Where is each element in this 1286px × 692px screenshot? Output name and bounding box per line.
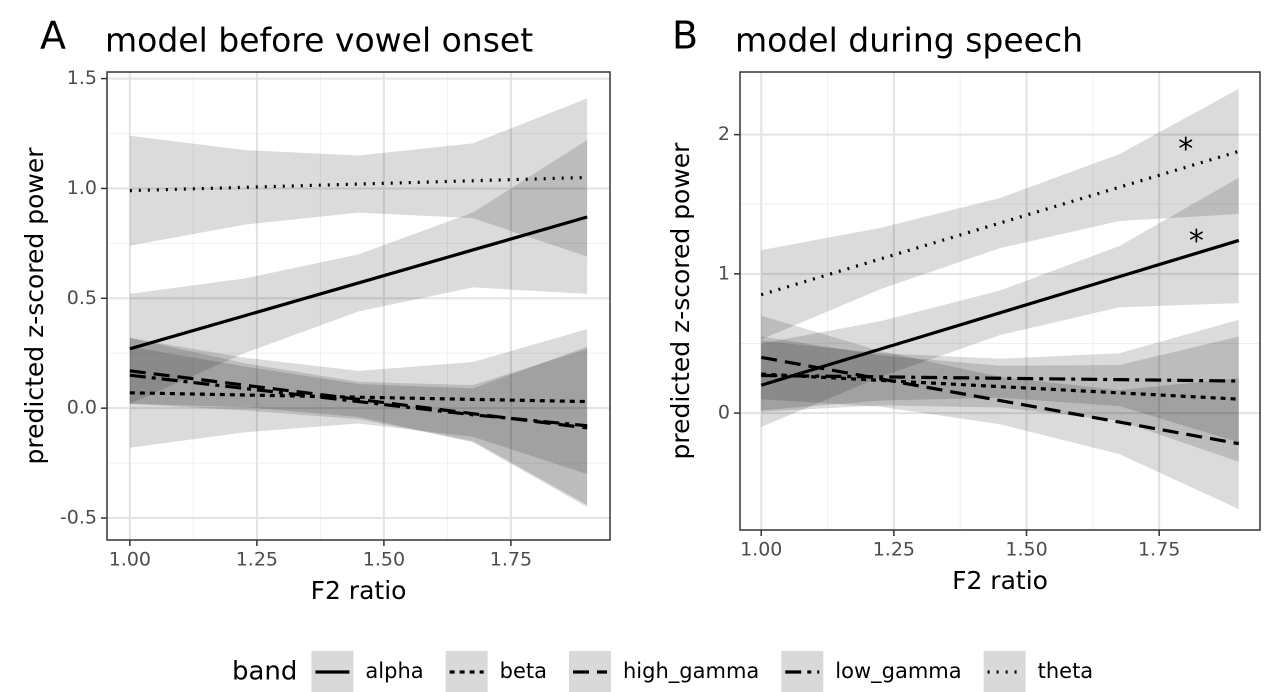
legend-label: high_gamma (623, 659, 759, 684)
legend-label: beta (500, 659, 547, 683)
x-tick-label: 1.25 (236, 549, 278, 571)
confidence-band (129, 98, 588, 257)
confidence-band (761, 319, 1239, 443)
x-tick-label: 1.75 (490, 549, 532, 571)
x-tick-label: 1.75 (1138, 539, 1180, 561)
panel-label: A (40, 14, 66, 58)
legend-key (983, 651, 1026, 692)
y-tick-label: 0 (718, 402, 730, 424)
series-line (760, 355, 1240, 446)
y-tick-label: 0.5 (67, 287, 97, 309)
y-tick-label: -0.5 (60, 507, 97, 529)
series-line (761, 373, 1239, 383)
series-line (760, 238, 1240, 387)
x-tick-label: 1.50 (363, 549, 405, 571)
legend-label: theta (1038, 659, 1094, 683)
x-axis-label: F2 ratio (311, 576, 407, 605)
x-tick-label: 1.00 (740, 539, 782, 561)
chart-title: model during speech (735, 21, 1083, 60)
y-tick-label: 1 (718, 262, 730, 284)
series-line (129, 373, 588, 428)
series-line (129, 215, 588, 351)
series-line (129, 369, 588, 430)
y-axis-label: predicted z-scored power (20, 147, 49, 465)
x-tick-label: 1.50 (1005, 539, 1047, 561)
y-axis-label: predicted z-scored power (666, 142, 695, 460)
annotation: * (1189, 224, 1204, 259)
plot-background (740, 72, 1260, 530)
y-tick-label: 1.0 (67, 177, 97, 199)
confidence-band (129, 140, 588, 404)
confidence-band (129, 337, 588, 508)
series-line (129, 391, 588, 404)
legend-label: alpha (365, 659, 423, 683)
panel-label: B (672, 14, 698, 58)
x-axis-label: F2 ratio (952, 566, 1048, 595)
confidence-band (761, 315, 1239, 510)
annotation: * (1178, 132, 1193, 167)
plot-background (107, 72, 610, 540)
confidence-band (129, 346, 588, 505)
y-tick-label: 1.5 (67, 67, 97, 89)
y-tick-label: 0.0 (67, 397, 97, 419)
plot-border (739, 71, 1261, 531)
x-tick-label: 1.00 (109, 549, 151, 571)
chart-title: model before vowel onset (105, 21, 533, 60)
confidence-band (761, 177, 1239, 427)
series-line (760, 149, 1240, 297)
legend-title: band (232, 657, 297, 687)
confidence-band (761, 88, 1239, 340)
legend-label: low_gamma (835, 659, 961, 684)
y-tick-label: 2 (718, 123, 730, 145)
x-tick-label: 1.25 (873, 539, 915, 561)
plot-border (106, 71, 611, 541)
